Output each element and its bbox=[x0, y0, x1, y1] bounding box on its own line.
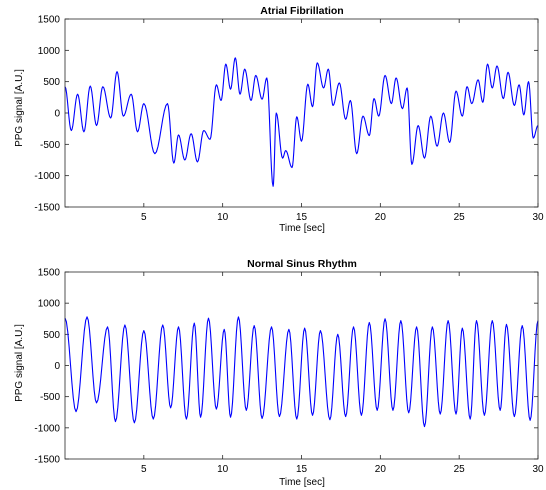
y-tick-label: 0 bbox=[54, 361, 60, 372]
chart-title: Atrial Fibrillation bbox=[260, 5, 343, 17]
y-tick-label: -1500 bbox=[34, 203, 60, 214]
y-axis-label: PPG signal [A.U.] bbox=[14, 69, 25, 147]
ppg-series-line bbox=[64, 316, 539, 428]
y-tick-label: 1000 bbox=[38, 299, 61, 310]
x-tick-label: 15 bbox=[296, 212, 308, 223]
y-tick-label: 1500 bbox=[38, 15, 61, 26]
x-axis-label: Time [sec] bbox=[279, 223, 325, 234]
y-tick-label: 0 bbox=[54, 109, 60, 120]
x-tick-label: 5 bbox=[141, 464, 147, 475]
x-tick-label: 20 bbox=[375, 212, 387, 223]
y-tick-label: 1000 bbox=[38, 46, 61, 57]
x-tick-label: 25 bbox=[454, 464, 466, 475]
x-tick-label: 25 bbox=[454, 212, 466, 223]
plot-area bbox=[64, 271, 539, 460]
x-tick-label: 20 bbox=[375, 464, 387, 475]
y-tick-label: -1000 bbox=[34, 171, 60, 182]
tick-labels: -1500 -1000 -500 0 500 1000 1500 5 10 15 20 25 30 bbox=[34, 268, 544, 476]
chart-normal-sinus-rhythm: Normal Sinus Rhythm PPG signal [A.U.] Ti… bbox=[14, 258, 544, 488]
plot-area bbox=[64, 18, 539, 208]
y-axis-label: PPG signal [A.U.] bbox=[14, 324, 25, 402]
x-tick-label: 10 bbox=[217, 464, 229, 475]
y-tick-label: 1500 bbox=[38, 268, 61, 279]
x-tick-label: 15 bbox=[296, 464, 308, 475]
x-tick-label: 10 bbox=[217, 212, 229, 223]
y-tick-label: -500 bbox=[40, 140, 60, 151]
chart-atrial-fibrillation: Atrial Fibrillation PPG signal [A.U.] Ti… bbox=[14, 5, 544, 234]
ppg-series-line bbox=[64, 57, 539, 187]
x-tick-label: 5 bbox=[141, 212, 147, 223]
x-tick-label: 30 bbox=[532, 464, 544, 475]
y-tick-label: -1500 bbox=[34, 455, 60, 466]
y-tick-label: -1000 bbox=[34, 423, 60, 434]
y-tick-label: 500 bbox=[43, 330, 60, 341]
tick-marks bbox=[65, 18, 539, 208]
x-axis-label: Time [sec] bbox=[279, 477, 325, 488]
tick-labels: -1500 -1000 -500 0 500 1000 1500 5 10 15 20 25 30 bbox=[34, 15, 544, 224]
y-tick-label: -500 bbox=[40, 392, 60, 403]
x-tick-label: 30 bbox=[532, 212, 544, 223]
chart-title: Normal Sinus Rhythm bbox=[247, 258, 357, 270]
y-tick-label: 500 bbox=[43, 77, 60, 88]
